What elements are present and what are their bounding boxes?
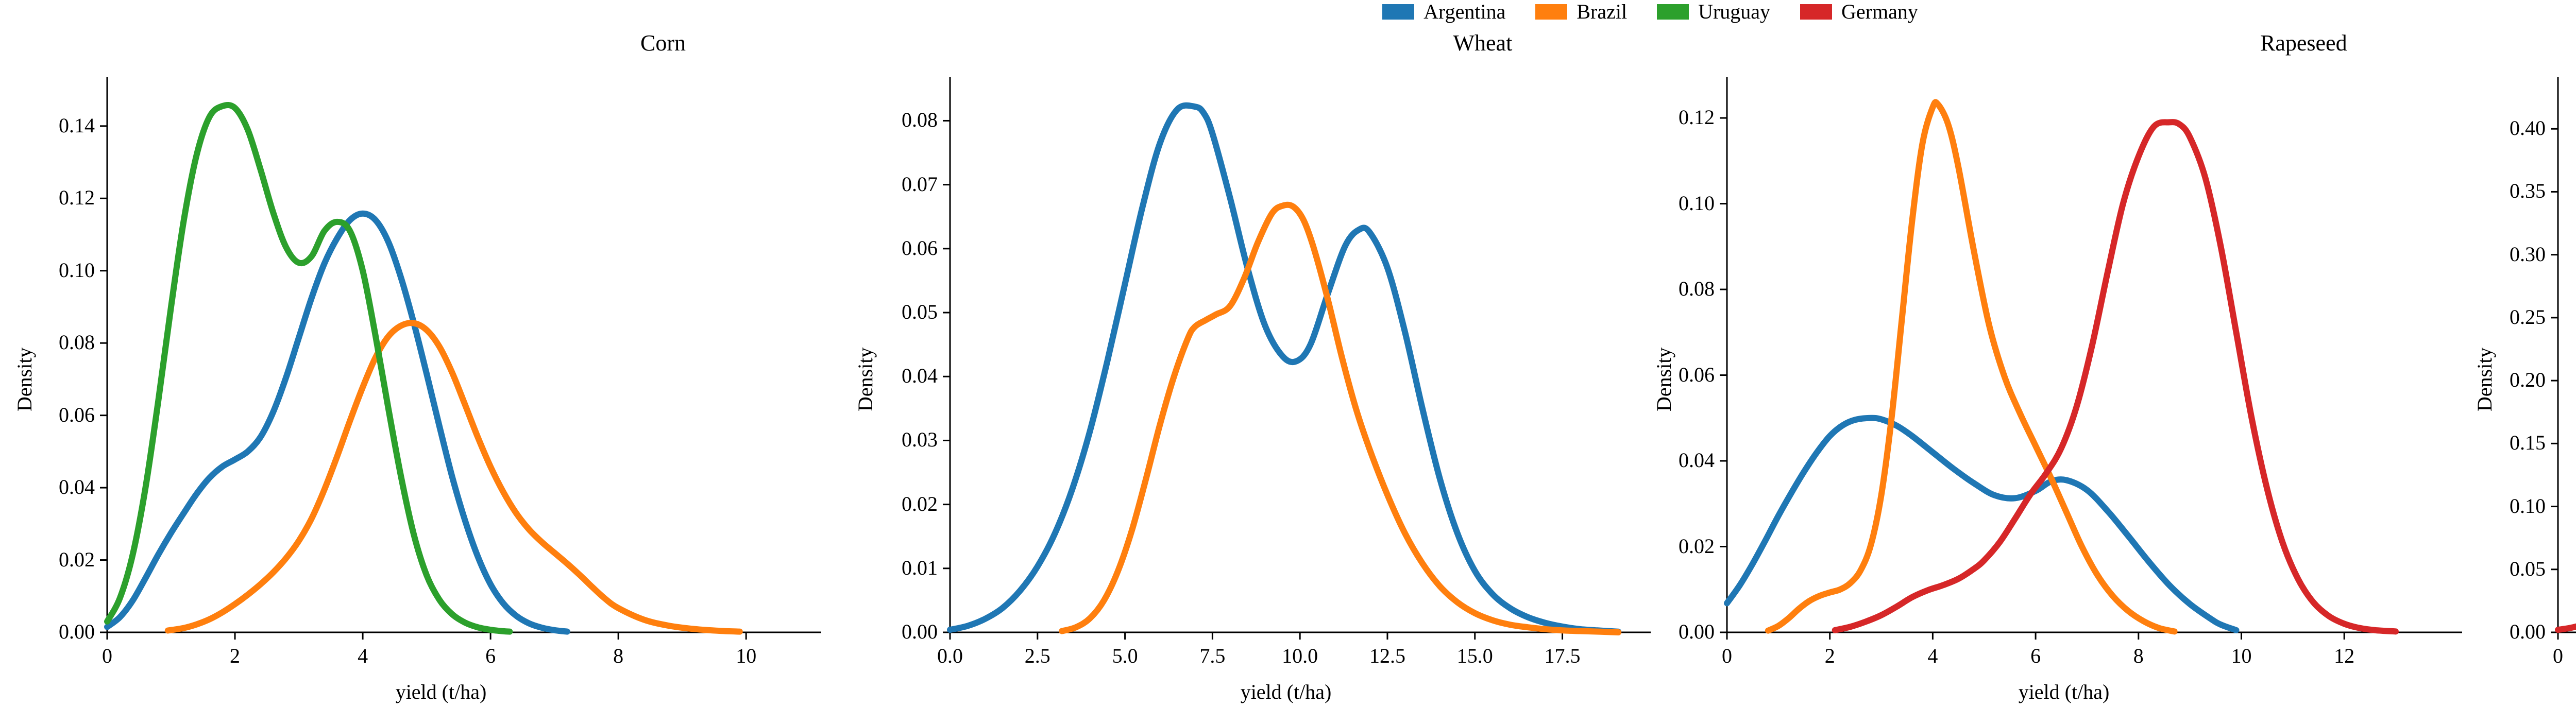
density-curve-argentina bbox=[947, 102, 1622, 635]
y-tick-label: 0.25 bbox=[2510, 305, 2546, 329]
y-tick-label: 0.12 bbox=[59, 186, 95, 210]
y-tick-label: 0.14 bbox=[59, 113, 95, 137]
plot-canvas bbox=[2551, 77, 2576, 640]
x-tick-label: 12.5 bbox=[1369, 644, 1405, 667]
x-tick-label: 12 bbox=[2334, 644, 2355, 667]
x-tick-label: 8 bbox=[613, 644, 624, 667]
y-tick-label: 0.20 bbox=[2510, 368, 2546, 392]
plot-canvas bbox=[1720, 77, 2462, 640]
subplot-rapeseed: Rapeseed01234560.000.050.100.150.200.250… bbox=[2260, 0, 2576, 707]
density-curve-germany bbox=[1832, 119, 2399, 635]
y-tick-label: 0.00 bbox=[1679, 620, 1715, 643]
x-tick-label: 8 bbox=[2133, 644, 2144, 667]
x-tick-label: 0 bbox=[2553, 644, 2563, 667]
y-tick-label: 0.10 bbox=[2510, 494, 2546, 518]
legend-label: Germany bbox=[1841, 0, 1918, 23]
y-axis-label: Density bbox=[2473, 347, 2496, 411]
y-tick-label: 0.02 bbox=[902, 492, 938, 515]
y-tick-label: 0.06 bbox=[902, 236, 938, 260]
y-tick-label: 0.08 bbox=[902, 108, 938, 132]
y-tick-label: 0.05 bbox=[2510, 557, 2546, 580]
x-tick-label: 6 bbox=[485, 644, 496, 667]
legend-label: Brazil bbox=[1577, 0, 1628, 23]
x-axis-label: yield (t/ha) bbox=[1240, 680, 1332, 703]
x-axis-label: yield (t/ha) bbox=[395, 680, 487, 703]
legend-swatch-icon bbox=[1535, 4, 1568, 20]
x-tick-label: 0.0 bbox=[937, 644, 963, 667]
y-axis-label: Density bbox=[13, 347, 36, 411]
y-tick-label: 0.10 bbox=[59, 258, 95, 282]
y-tick-label: 0.04 bbox=[1679, 449, 1715, 472]
x-tick-label: 4 bbox=[358, 644, 368, 667]
y-tick-label: 0.00 bbox=[902, 620, 938, 643]
y-tick-label: 0.00 bbox=[59, 620, 95, 643]
subplot-soybean: Soybean02468100.000.020.040.060.080.100.… bbox=[0, 0, 824, 707]
plot-canvas bbox=[100, 77, 821, 640]
x-tick-label: 15.0 bbox=[1456, 644, 1493, 667]
subplot-title: Wheat bbox=[1453, 30, 1513, 56]
y-tick-label: 0.07 bbox=[902, 172, 938, 196]
y-tick-label: 0.12 bbox=[1679, 106, 1715, 129]
density-curve-argentina bbox=[104, 210, 570, 635]
x-tick-label: 2.5 bbox=[1024, 644, 1050, 667]
y-tick-label: 0.05 bbox=[902, 300, 938, 324]
legend-label: Argentina bbox=[1423, 0, 1506, 23]
density-curve-argentina bbox=[1724, 415, 2240, 633]
x-tick-label: 17.5 bbox=[1544, 644, 1581, 667]
x-tick-label: 2 bbox=[1824, 644, 1835, 667]
legend-swatch-icon bbox=[1800, 4, 1833, 20]
legend-entry-uruguay[interactable]: Uruguay bbox=[1657, 2, 1770, 22]
y-tick-label: 0.01 bbox=[902, 556, 938, 579]
x-tick-label: 4 bbox=[1927, 644, 1938, 667]
x-tick-label: 10.0 bbox=[1282, 644, 1318, 667]
y-tick-label: 0.04 bbox=[902, 364, 938, 388]
y-axis-label: Density bbox=[854, 347, 877, 411]
x-tick-label: 2 bbox=[230, 644, 241, 667]
y-tick-label: 0.40 bbox=[2510, 116, 2546, 140]
plot-canvas bbox=[943, 77, 1651, 640]
y-tick-label: 0.00 bbox=[2510, 620, 2546, 643]
density-curve-germany bbox=[2555, 623, 2576, 633]
legend-swatch-icon bbox=[1657, 4, 1689, 20]
legend-label: Uruguay bbox=[1698, 0, 1771, 23]
y-tick-label: 0.10 bbox=[1679, 191, 1715, 215]
legend-entry-germany[interactable]: Germany bbox=[1800, 2, 1918, 22]
x-tick-label: 10 bbox=[736, 644, 757, 667]
y-tick-label: 0.06 bbox=[59, 403, 95, 426]
legend-entry-argentina[interactable]: Argentina bbox=[1382, 2, 1505, 22]
x-tick-label: 7.5 bbox=[1199, 644, 1226, 667]
density-curve-brazil bbox=[1059, 201, 1622, 635]
x-tick-label: 0 bbox=[102, 644, 112, 667]
y-tick-label: 0.02 bbox=[1679, 534, 1715, 558]
legend-swatch-icon bbox=[1382, 4, 1415, 20]
x-tick-label: 10 bbox=[2231, 644, 2252, 667]
subplot-title: Rapeseed bbox=[2260, 30, 2347, 56]
y-tick-label: 0.30 bbox=[2510, 242, 2546, 266]
subplot-wheat: Wheat 0 2 4 6 8 10 12 0.00 0.02 0.04 0.06 0.08 0.10 0.… bbox=[1453, 0, 2465, 707]
x-tick-label: 6 bbox=[2030, 644, 2041, 667]
y-tick-label: 0.08 bbox=[1679, 277, 1715, 301]
x-axis-label: yield (t/ha) bbox=[2018, 680, 2110, 703]
density-curve-brazil bbox=[1765, 99, 2178, 635]
subplot-corn: Corn 0.0 2.5 5.0 7.5 10.0 12.5 15.0 17.5 0.00 0.01… bbox=[640, 0, 1654, 707]
density-curve-brazil bbox=[164, 320, 743, 635]
y-tick-label: 0.35 bbox=[2510, 179, 2546, 203]
x-tick-label: 5.0 bbox=[1112, 644, 1138, 667]
y-axis-label: Density bbox=[1652, 347, 1675, 411]
subplot-title: Corn bbox=[640, 30, 686, 56]
y-tick-label: 0.02 bbox=[59, 547, 95, 571]
figure-legend: Argentina Brazil Uruguay Germany bbox=[0, 0, 2576, 24]
y-tick-label: 0.08 bbox=[59, 331, 95, 354]
y-tick-label: 0.15 bbox=[2510, 431, 2546, 455]
x-tick-label: 0 bbox=[1722, 644, 1732, 667]
y-tick-label: 0.04 bbox=[59, 475, 95, 499]
legend-entry-brazil[interactable]: Brazil bbox=[1535, 2, 1627, 22]
y-tick-label: 0.03 bbox=[902, 428, 938, 452]
density-curve-uruguay bbox=[104, 101, 513, 635]
y-tick-label: 0.06 bbox=[1679, 363, 1715, 386]
